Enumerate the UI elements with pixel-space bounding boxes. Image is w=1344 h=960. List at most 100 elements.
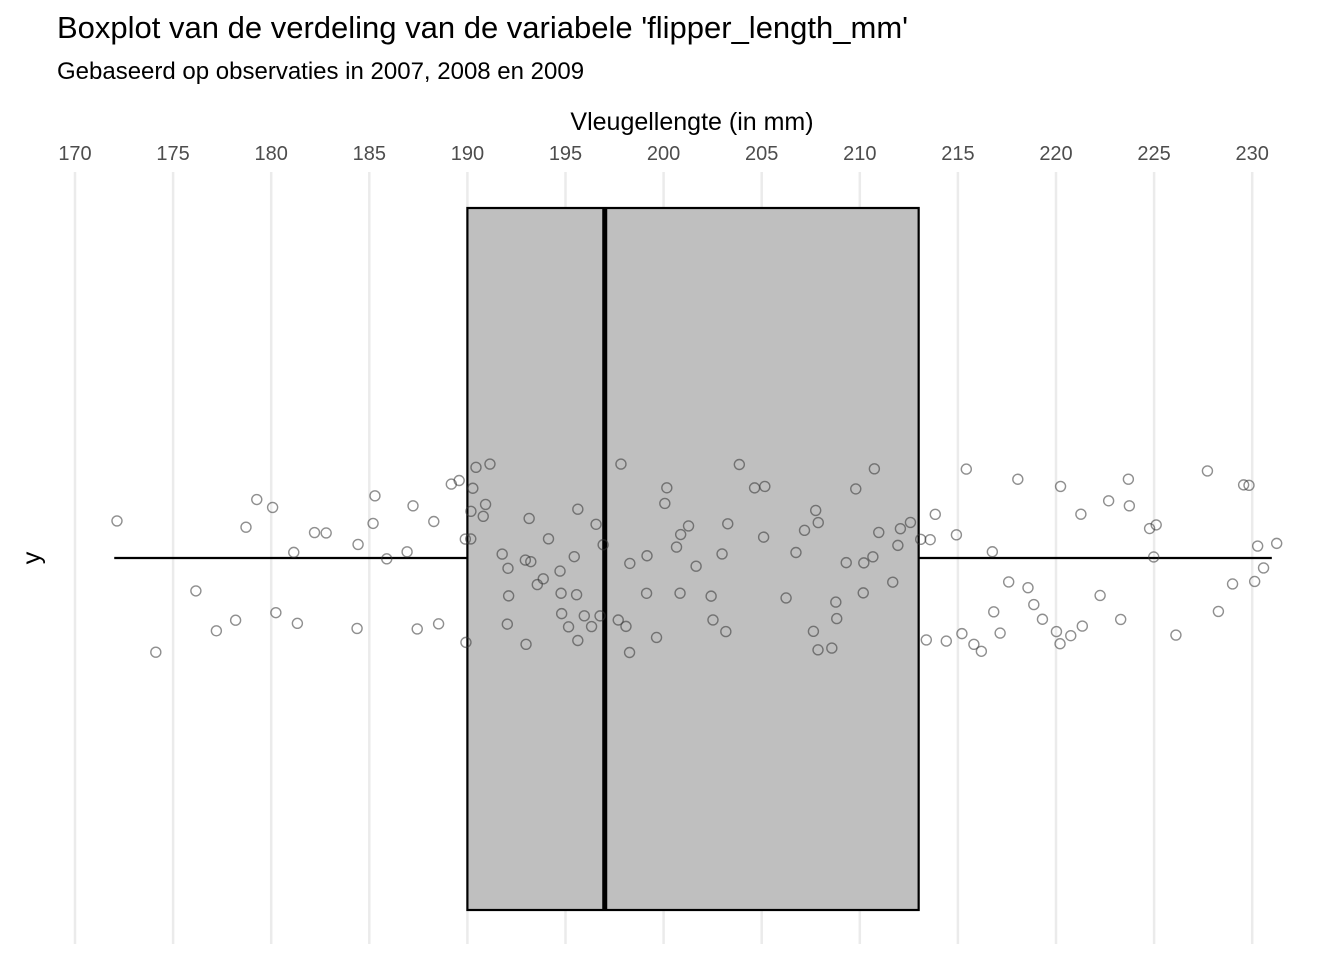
x-tick-label-230: 230 — [1236, 143, 1269, 165]
data-point — [887, 576, 899, 588]
data-point — [670, 541, 683, 553]
data-point — [477, 510, 489, 523]
data-point — [986, 546, 999, 558]
data-point — [470, 461, 482, 474]
x-tick-label-175: 175 — [156, 143, 189, 165]
data-point — [401, 546, 413, 558]
data-point — [1002, 576, 1015, 588]
x-tick-label-180: 180 — [255, 143, 288, 165]
data-point — [270, 606, 282, 619]
data-point — [525, 555, 537, 568]
data-point — [831, 612, 843, 625]
x-tick-label-170: 170 — [58, 143, 91, 165]
data-point — [640, 587, 653, 599]
data-point — [531, 578, 544, 591]
data-point — [555, 587, 567, 599]
data-point — [428, 515, 440, 528]
data-point — [623, 646, 636, 659]
data-point — [484, 458, 496, 470]
data-point — [554, 565, 566, 577]
data-point — [1012, 473, 1024, 485]
data-point — [367, 517, 379, 530]
data-point — [1028, 598, 1040, 611]
data-point — [1212, 605, 1225, 618]
data-point — [960, 463, 973, 475]
data-point — [1123, 500, 1136, 512]
data-point — [682, 520, 695, 532]
data-point — [308, 526, 321, 539]
data-point — [1076, 620, 1089, 632]
data-point — [590, 518, 602, 530]
x-tick-label-210: 210 — [843, 143, 876, 165]
data-point — [570, 588, 583, 601]
data-point — [1054, 480, 1067, 493]
data-point — [868, 463, 881, 475]
data-point — [572, 634, 584, 647]
data-point — [459, 533, 472, 545]
x-tick-label-205: 205 — [745, 143, 778, 165]
data-point — [940, 635, 953, 647]
data-point — [674, 528, 687, 541]
data-point — [757, 531, 770, 543]
data-point — [460, 636, 472, 649]
data-point — [620, 620, 632, 633]
data-point — [1094, 589, 1106, 602]
data-point — [210, 625, 223, 637]
data-point — [858, 557, 870, 569]
data-point — [857, 587, 869, 599]
data-point — [830, 596, 842, 608]
data-point — [690, 560, 702, 572]
data-point — [585, 620, 598, 633]
chart-title: Boxplot van de verdeling van de variabel… — [57, 10, 909, 45]
x-tick-label-200: 200 — [647, 143, 680, 165]
data-point — [453, 474, 465, 487]
data-point — [150, 646, 162, 658]
data-point — [929, 508, 941, 521]
x-tick-label-220: 220 — [1039, 143, 1072, 165]
data-point — [465, 505, 477, 517]
data-point — [920, 634, 933, 646]
data-point — [1226, 578, 1239, 590]
data-point — [624, 557, 636, 570]
data-point — [502, 562, 514, 574]
data-point — [994, 627, 1006, 639]
data-point — [1237, 479, 1250, 491]
data-point — [594, 610, 606, 622]
data-point — [291, 617, 304, 630]
data-point — [1102, 495, 1115, 507]
data-point — [1148, 551, 1160, 563]
x-axis-title: Vleugellengte (in mm) — [570, 108, 813, 136]
data-point — [407, 500, 419, 512]
data-point — [1050, 625, 1063, 638]
data-point — [479, 498, 492, 511]
data-point — [432, 618, 445, 630]
data-point — [612, 614, 624, 626]
data-point — [956, 627, 968, 640]
data-point — [812, 644, 824, 656]
data-point — [1054, 638, 1066, 650]
data-point — [894, 522, 907, 535]
data-point — [674, 587, 686, 599]
data-point — [537, 573, 549, 585]
y-axis-title: y — [18, 551, 46, 564]
data-point — [352, 538, 364, 551]
x-tick-label-215: 215 — [941, 143, 974, 165]
data-point — [904, 516, 917, 529]
data-point — [810, 504, 822, 517]
data-point — [542, 533, 555, 545]
data-point — [320, 527, 332, 539]
data-point — [1122, 473, 1135, 485]
data-point — [562, 621, 575, 633]
data-point — [240, 521, 252, 533]
x-tick-label-190: 190 — [451, 143, 484, 165]
data-point — [988, 606, 1000, 618]
data-point — [1075, 508, 1087, 520]
data-point — [659, 497, 671, 510]
data-point — [615, 458, 627, 470]
data-point — [722, 518, 734, 530]
data-point — [369, 490, 381, 502]
data-point — [568, 550, 580, 563]
data-point — [251, 493, 263, 506]
data-point — [807, 625, 820, 638]
